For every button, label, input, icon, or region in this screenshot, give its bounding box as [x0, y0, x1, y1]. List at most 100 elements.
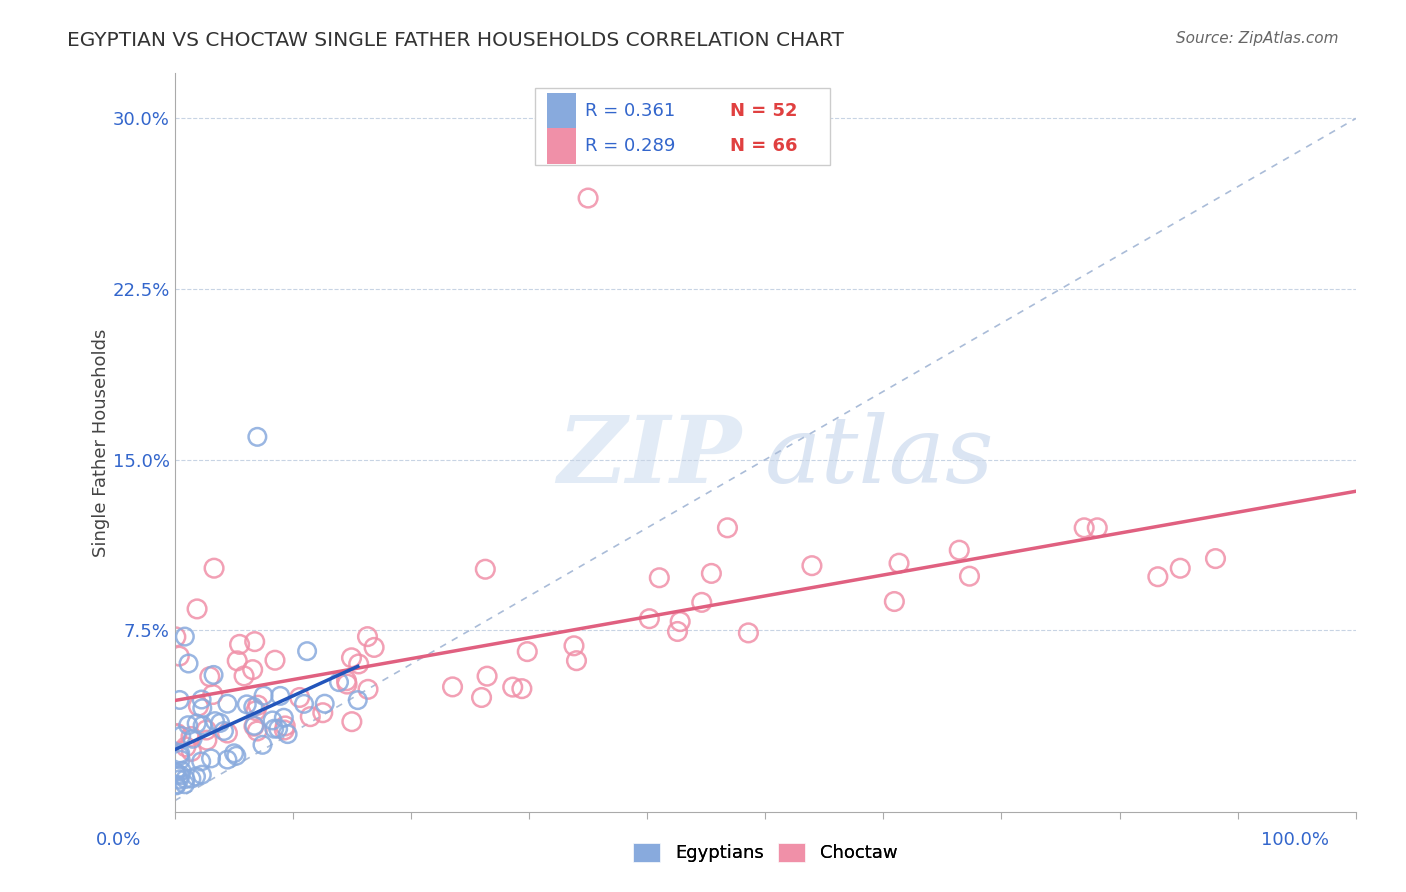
Text: EGYPTIAN VS CHOCTAW SINGLE FATHER HOUSEHOLDS CORRELATION CHART: EGYPTIAN VS CHOCTAW SINGLE FATHER HOUSEH…	[67, 31, 845, 50]
Point	[252, 738, 274, 752]
Point	[217, 753, 239, 767]
Point	[186, 716, 208, 731]
Point	[243, 719, 266, 733]
Point	[288, 690, 311, 705]
Point	[690, 595, 713, 609]
Point	[191, 718, 214, 732]
Point	[180, 730, 202, 744]
Point	[246, 430, 269, 444]
Point	[180, 772, 202, 786]
Text: N = 52: N = 52	[730, 102, 797, 120]
Point	[184, 769, 207, 783]
Point	[264, 653, 287, 667]
Point	[165, 727, 187, 741]
Point	[474, 562, 496, 576]
Point	[169, 753, 191, 767]
Point	[516, 645, 538, 659]
Point	[180, 744, 202, 758]
Point	[170, 729, 193, 743]
Point	[669, 615, 692, 629]
Point	[166, 726, 188, 740]
Point	[177, 718, 200, 732]
Point	[252, 689, 274, 703]
Point	[243, 634, 266, 648]
Point	[195, 733, 218, 747]
Point	[347, 657, 370, 671]
Point	[190, 692, 212, 706]
Point	[169, 748, 191, 763]
Point	[263, 722, 285, 736]
Point	[800, 558, 823, 573]
Point	[191, 767, 214, 781]
Point	[562, 639, 585, 653]
Point	[204, 714, 226, 728]
FancyBboxPatch shape	[547, 128, 576, 164]
Point	[299, 709, 322, 723]
Point	[177, 657, 200, 671]
Point	[246, 724, 269, 739]
Point	[295, 644, 318, 658]
Point	[274, 719, 297, 733]
Point	[169, 747, 191, 761]
Point	[173, 630, 195, 644]
Point	[246, 698, 269, 713]
Point	[292, 697, 315, 711]
Point	[716, 521, 738, 535]
Point	[737, 626, 759, 640]
Point	[202, 668, 225, 682]
Point	[666, 624, 689, 639]
Point	[169, 768, 191, 782]
Point	[242, 663, 264, 677]
Point	[335, 673, 357, 688]
Point	[648, 571, 671, 585]
Point	[174, 772, 197, 786]
Point	[209, 715, 232, 730]
Point	[948, 543, 970, 558]
Point	[217, 726, 239, 740]
Point	[233, 669, 256, 683]
Legend: Egyptians, Choctaw: Egyptians, Choctaw	[626, 836, 904, 870]
Point	[226, 654, 249, 668]
Point	[190, 755, 212, 769]
Point	[277, 727, 299, 741]
Point	[245, 704, 267, 718]
Point	[242, 699, 264, 714]
Point	[340, 650, 363, 665]
FancyBboxPatch shape	[547, 94, 576, 128]
Point	[314, 697, 336, 711]
Point	[198, 670, 221, 684]
Point	[959, 569, 981, 583]
Point	[700, 566, 723, 581]
Text: R = 0.361: R = 0.361	[585, 102, 675, 120]
Point	[262, 714, 284, 728]
Point	[267, 722, 290, 736]
Text: N = 66: N = 66	[730, 137, 797, 155]
Point	[887, 556, 910, 570]
Point	[165, 764, 187, 779]
Point	[173, 777, 195, 791]
Point	[228, 637, 250, 651]
Point	[217, 697, 239, 711]
Point	[346, 693, 368, 707]
Point	[510, 681, 533, 696]
Point	[356, 630, 378, 644]
Point	[191, 701, 214, 715]
Point	[883, 594, 905, 608]
Point	[470, 690, 492, 705]
FancyBboxPatch shape	[534, 87, 830, 165]
Text: 0.0%: 0.0%	[96, 830, 141, 848]
Text: 100.0%: 100.0%	[1261, 830, 1329, 848]
Point	[273, 723, 295, 737]
Point	[1073, 521, 1095, 535]
Point	[340, 714, 363, 729]
Point	[475, 669, 498, 683]
Point	[212, 724, 235, 739]
Point	[243, 719, 266, 733]
Point	[363, 640, 385, 655]
Point	[441, 680, 464, 694]
Point	[181, 731, 204, 746]
Point	[357, 682, 380, 697]
Point	[165, 777, 187, 791]
Point	[165, 630, 187, 644]
Point	[336, 677, 359, 691]
